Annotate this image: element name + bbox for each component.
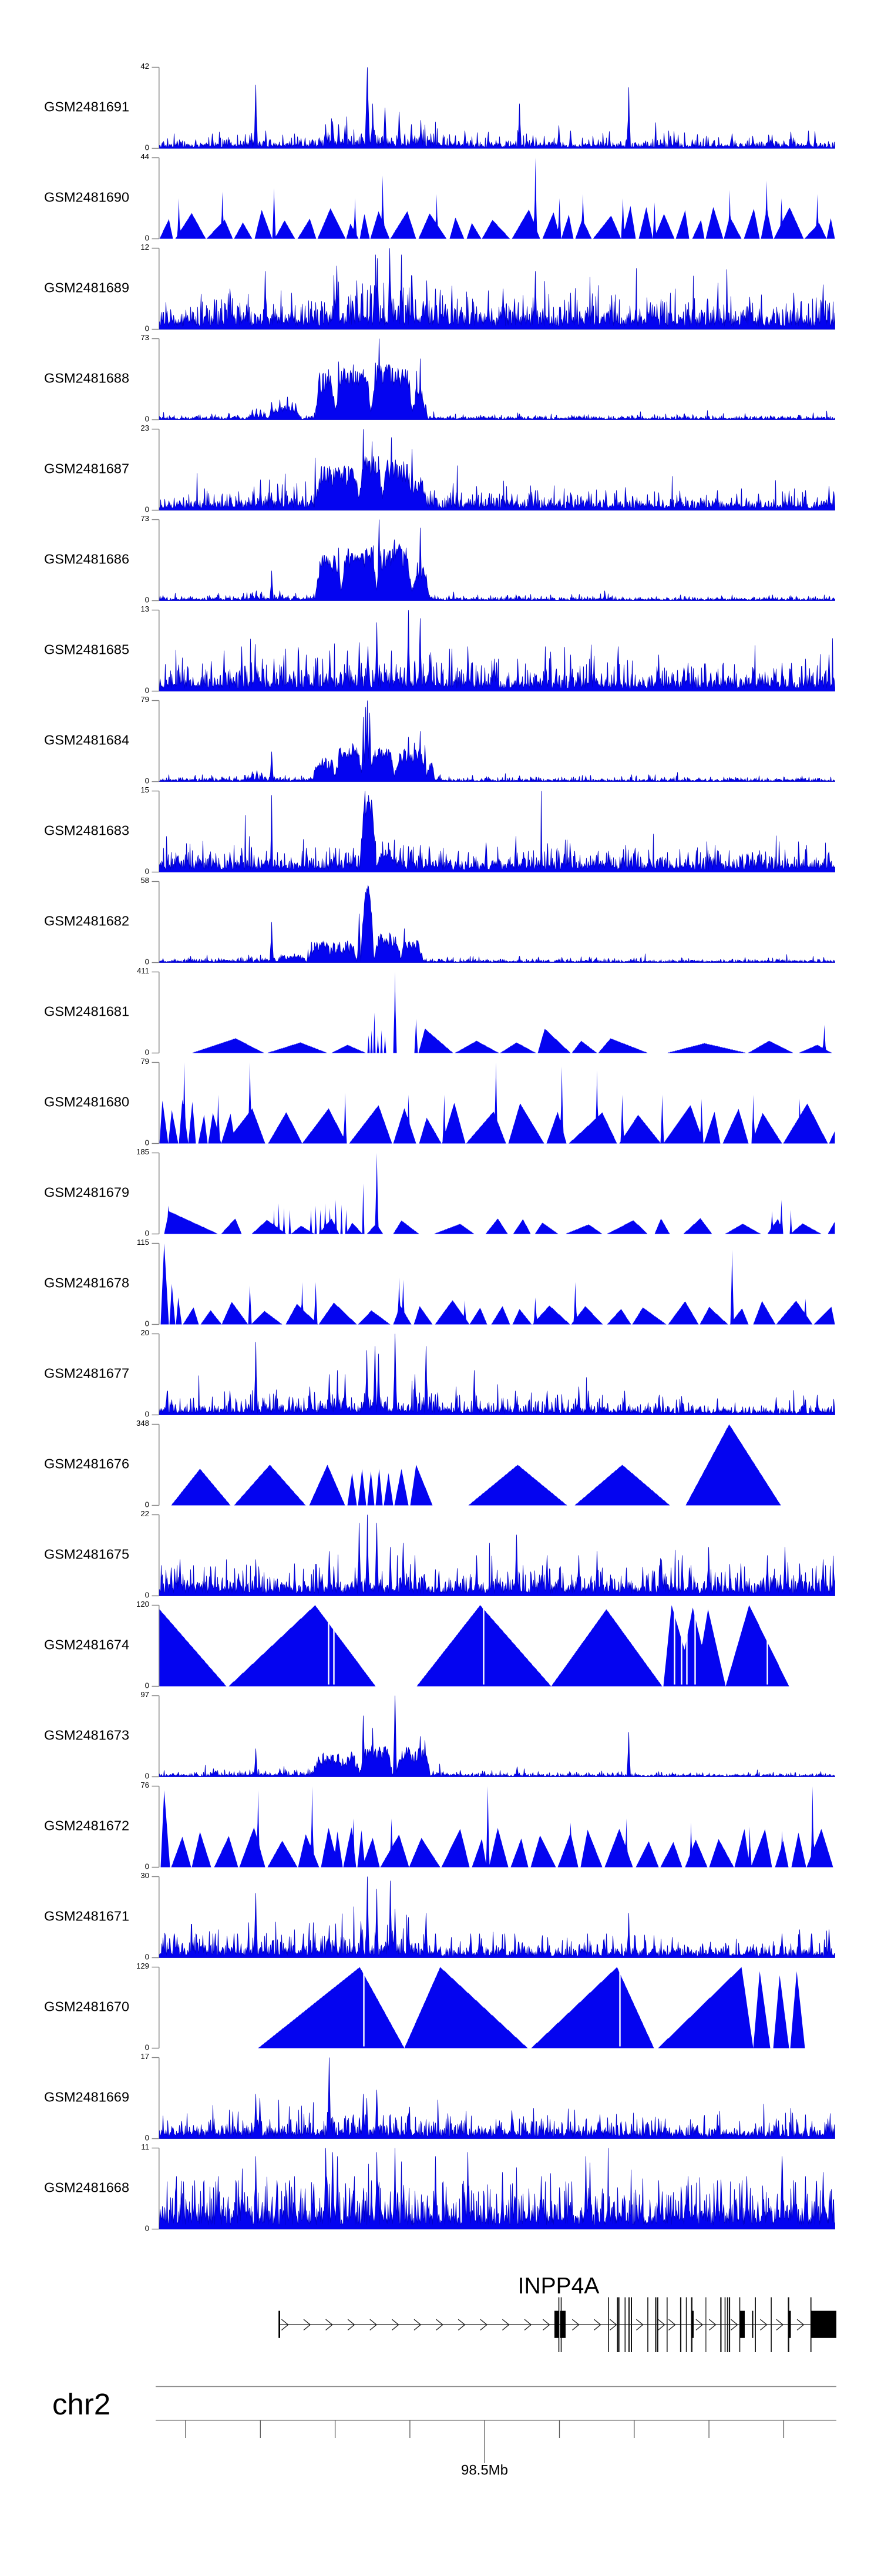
svg-text:22: 22 bbox=[140, 1509, 149, 1518]
svg-text:0: 0 bbox=[145, 686, 149, 695]
svg-text:30: 30 bbox=[140, 1871, 149, 1880]
svg-text:11: 11 bbox=[141, 2142, 149, 2151]
svg-text:GSM2481689: GSM2481689 bbox=[44, 280, 129, 295]
svg-text:0: 0 bbox=[145, 2043, 149, 2052]
svg-text:0: 0 bbox=[145, 1500, 149, 1509]
svg-text:0: 0 bbox=[145, 1772, 149, 1781]
svg-text:GSM2481673: GSM2481673 bbox=[44, 1728, 129, 1743]
svg-text:GSM2481672: GSM2481672 bbox=[44, 1818, 129, 1833]
svg-text:348: 348 bbox=[136, 1419, 149, 1428]
svg-text:98.5Mb: 98.5Mb bbox=[461, 2463, 508, 2478]
svg-text:GSM2481674: GSM2481674 bbox=[44, 1637, 129, 1653]
svg-text:0: 0 bbox=[145, 958, 149, 966]
svg-text:0: 0 bbox=[145, 2134, 149, 2142]
svg-text:0: 0 bbox=[145, 234, 149, 243]
svg-text:GSM2481676: GSM2481676 bbox=[44, 1456, 129, 1472]
svg-text:GSM2481678: GSM2481678 bbox=[44, 1275, 129, 1291]
svg-text:0: 0 bbox=[145, 324, 149, 333]
svg-text:0: 0 bbox=[145, 1319, 149, 1328]
svg-text:76: 76 bbox=[140, 1781, 149, 1789]
svg-text:0: 0 bbox=[145, 777, 149, 785]
svg-text:42: 42 bbox=[140, 62, 149, 70]
svg-text:GSM2481685: GSM2481685 bbox=[44, 642, 129, 657]
svg-text:13: 13 bbox=[140, 604, 149, 613]
svg-text:0: 0 bbox=[145, 1048, 149, 1057]
svg-text:GSM2481670: GSM2481670 bbox=[44, 1999, 129, 2014]
svg-text:GSM2481668: GSM2481668 bbox=[44, 2180, 129, 2195]
svg-text:GSM2481671: GSM2481671 bbox=[44, 1909, 129, 1924]
svg-text:GSM2481690: GSM2481690 bbox=[44, 190, 129, 205]
svg-text:0: 0 bbox=[145, 1591, 149, 1600]
svg-text:73: 73 bbox=[140, 333, 149, 342]
svg-text:0: 0 bbox=[145, 867, 149, 876]
svg-text:GSM2481688: GSM2481688 bbox=[44, 371, 129, 386]
svg-text:INPP4A: INPP4A bbox=[518, 2273, 600, 2299]
svg-text:129: 129 bbox=[136, 1962, 149, 1970]
svg-text:411: 411 bbox=[137, 966, 149, 975]
svg-text:73: 73 bbox=[140, 514, 149, 523]
svg-text:GSM2481679: GSM2481679 bbox=[44, 1185, 129, 1200]
svg-text:120: 120 bbox=[136, 1600, 149, 1608]
svg-text:79: 79 bbox=[140, 1057, 149, 1066]
svg-text:0: 0 bbox=[145, 143, 149, 152]
svg-text:115: 115 bbox=[137, 1238, 149, 1247]
svg-text:GSM2481686: GSM2481686 bbox=[44, 552, 129, 567]
svg-text:23: 23 bbox=[140, 424, 149, 432]
svg-text:17: 17 bbox=[140, 2052, 149, 2061]
svg-text:GSM2481681: GSM2481681 bbox=[44, 1004, 129, 1019]
svg-text:0: 0 bbox=[145, 596, 149, 604]
svg-text:GSM2481687: GSM2481687 bbox=[44, 461, 129, 476]
svg-text:chr2: chr2 bbox=[52, 2387, 110, 2421]
svg-text:GSM2481683: GSM2481683 bbox=[44, 823, 129, 838]
svg-text:GSM2481682: GSM2481682 bbox=[44, 913, 129, 929]
svg-text:0: 0 bbox=[145, 1862, 149, 1871]
svg-text:79: 79 bbox=[140, 695, 149, 704]
svg-text:0: 0 bbox=[145, 2224, 149, 2233]
svg-text:97: 97 bbox=[140, 1690, 149, 1699]
svg-text:GSM2481680: GSM2481680 bbox=[44, 1094, 129, 1110]
svg-text:GSM2481669: GSM2481669 bbox=[44, 2090, 129, 2105]
svg-text:0: 0 bbox=[145, 1681, 149, 1690]
svg-text:58: 58 bbox=[140, 876, 149, 885]
svg-text:0: 0 bbox=[145, 1953, 149, 1962]
svg-text:15: 15 bbox=[140, 785, 149, 794]
svg-text:185: 185 bbox=[136, 1147, 149, 1156]
svg-text:0: 0 bbox=[145, 1138, 149, 1147]
svg-text:0: 0 bbox=[145, 1410, 149, 1419]
svg-text:0: 0 bbox=[145, 1229, 149, 1238]
svg-text:GSM2481675: GSM2481675 bbox=[44, 1547, 129, 1562]
svg-text:GSM2481691: GSM2481691 bbox=[44, 99, 129, 115]
svg-text:0: 0 bbox=[145, 505, 149, 514]
svg-text:GSM2481684: GSM2481684 bbox=[44, 733, 129, 748]
svg-text:0: 0 bbox=[145, 415, 149, 424]
svg-text:GSM2481677: GSM2481677 bbox=[44, 1366, 129, 1381]
svg-text:44: 44 bbox=[140, 152, 149, 161]
svg-text:20: 20 bbox=[140, 1328, 149, 1337]
svg-text:12: 12 bbox=[140, 243, 149, 251]
